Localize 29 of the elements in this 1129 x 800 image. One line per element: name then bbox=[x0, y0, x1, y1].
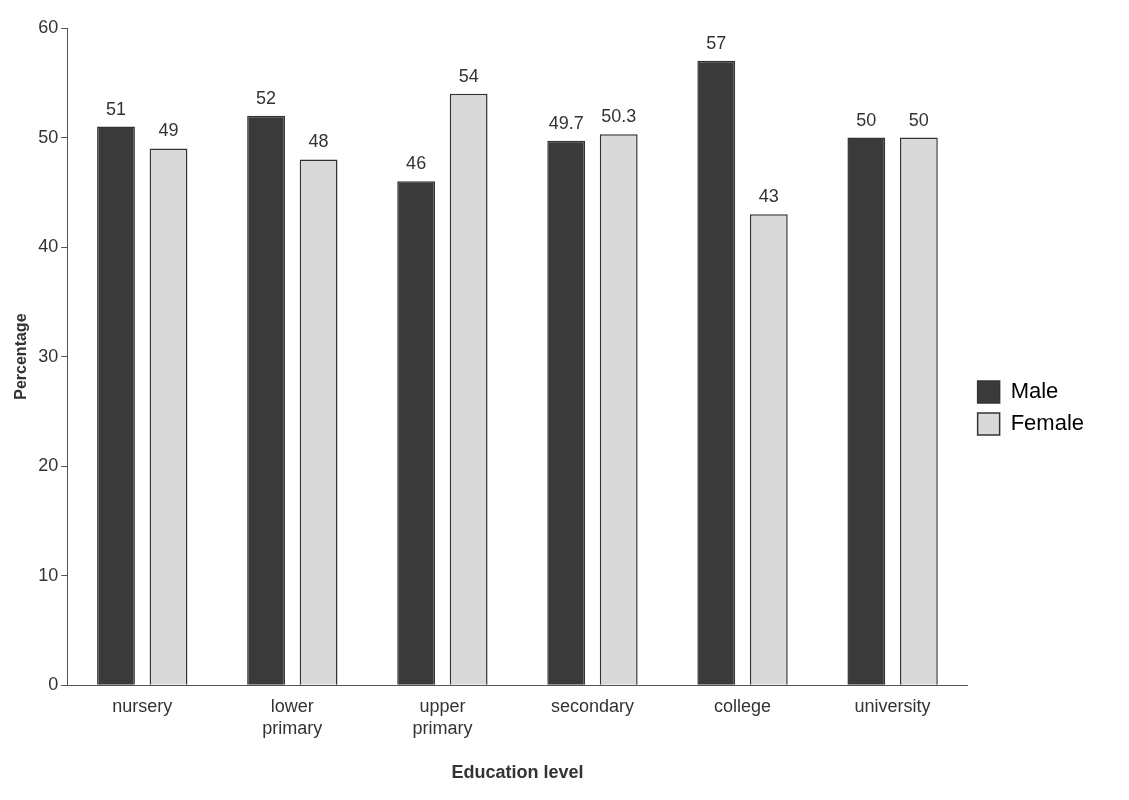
y-tick-label: 50 bbox=[38, 126, 59, 147]
y-tick-label: 20 bbox=[38, 455, 59, 476]
data-label: 48 bbox=[308, 131, 329, 152]
data-label: 49.7 bbox=[548, 112, 584, 133]
data-label: 46 bbox=[406, 153, 427, 174]
data-label: 50 bbox=[856, 109, 877, 130]
y-tick-label: 10 bbox=[38, 564, 59, 585]
data-label: 51 bbox=[105, 98, 127, 119]
data-label: 49 bbox=[158, 120, 179, 141]
legend-label: Male bbox=[1010, 378, 1059, 404]
data-label: 50 bbox=[908, 109, 929, 130]
data-label: 43 bbox=[758, 186, 779, 207]
x-tick-label: university bbox=[854, 695, 931, 716]
legend-label: Female bbox=[1010, 410, 1084, 436]
y-tick-label: 30 bbox=[38, 345, 59, 366]
x-tick-label: upper primary bbox=[412, 695, 473, 738]
x-tick-label: college bbox=[714, 695, 772, 716]
x-tick-label: lower primary bbox=[262, 695, 323, 738]
x-axis-title: Education level bbox=[451, 762, 584, 783]
y-tick-label: 0 bbox=[48, 674, 59, 695]
y-tick-label: 40 bbox=[38, 236, 59, 257]
x-tick-label: secondary bbox=[550, 695, 634, 716]
data-label: 57 bbox=[706, 32, 727, 53]
data-label: 50.3 bbox=[601, 106, 637, 127]
y-tick-label: 60 bbox=[38, 16, 59, 37]
data-label: 52 bbox=[256, 87, 277, 108]
x-tick-label: nursery bbox=[112, 695, 173, 716]
y-axis-title: Percentage bbox=[12, 313, 30, 400]
data-label: 54 bbox=[458, 65, 479, 86]
